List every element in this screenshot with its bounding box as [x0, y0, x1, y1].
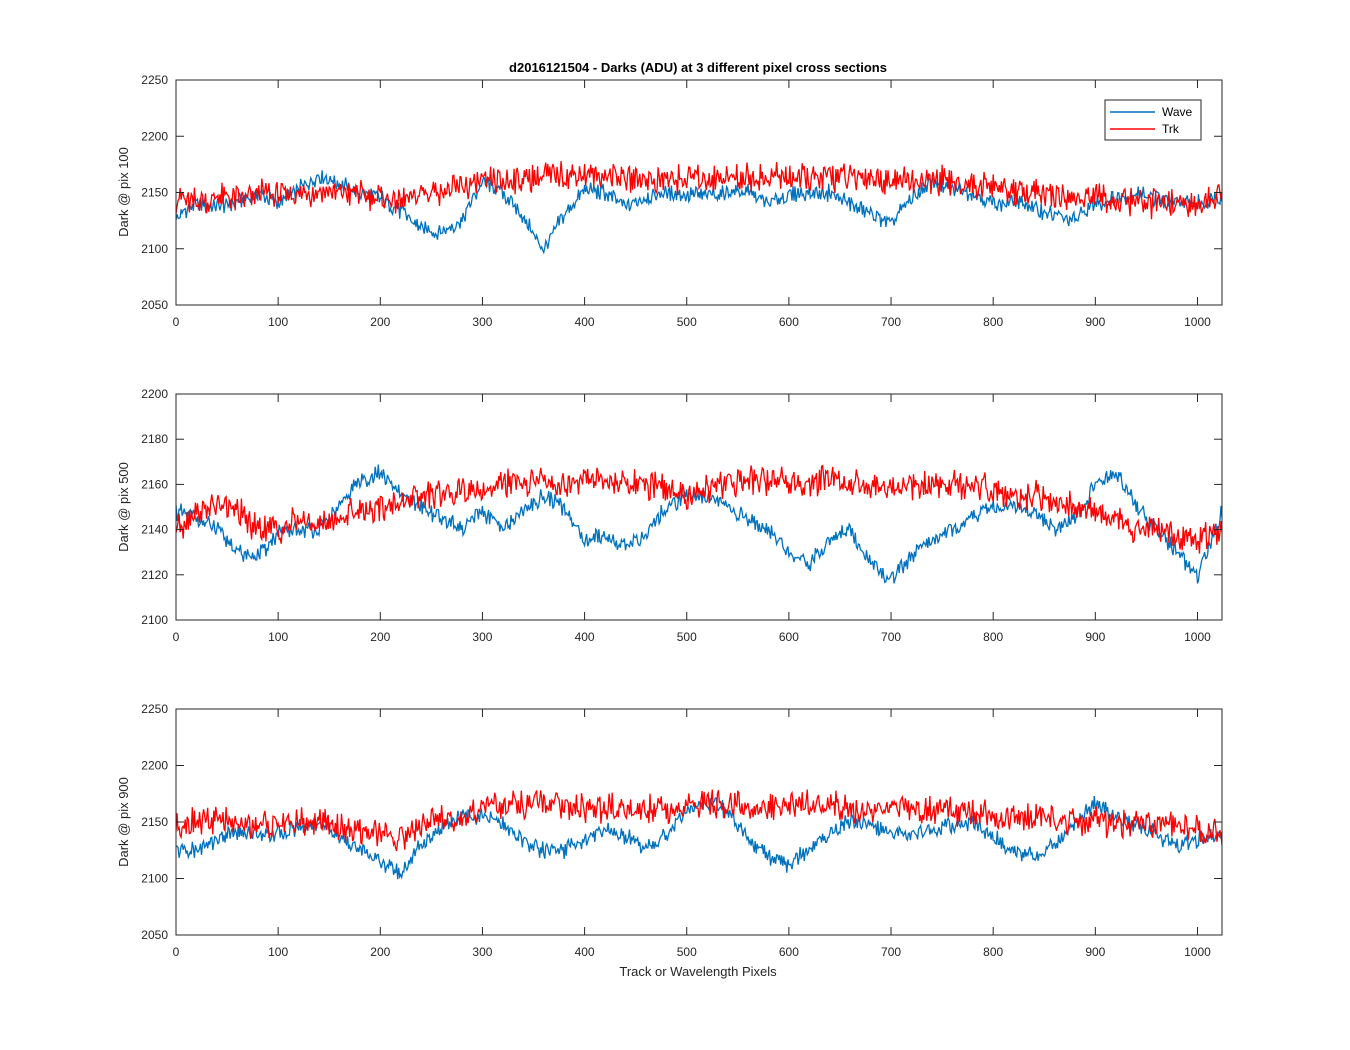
y-tick-label: 2200	[141, 387, 168, 401]
y-tick-label: 2200	[141, 129, 168, 143]
x-tick-label: 800	[983, 315, 1003, 329]
series-line-wave	[176, 464, 1222, 584]
subplot-3: 0 100 200 300 400 500 600 700 800 900 1000 2050 2100…	[116, 702, 1223, 979]
y-tick-label: 2140	[141, 523, 168, 537]
x-tick-label: 200	[370, 945, 390, 959]
ylabel-3: Dark @ pix 900	[116, 777, 131, 867]
y-tick-label: 2180	[141, 432, 168, 446]
x-tick-label: 300	[472, 315, 492, 329]
x-tick-label: 400	[575, 630, 595, 644]
plot-area-2: 0 100 200 300 400 500 600 700 800 900 1000 2100 2120…	[141, 387, 1223, 644]
series-line-trk	[176, 464, 1222, 554]
figure-title: d2016121504 - Darks (ADU) at 3 different…	[509, 60, 887, 75]
x-tick-label: 100	[268, 945, 288, 959]
x-tick-label: 100	[268, 630, 288, 644]
x-tick-label: 0	[173, 630, 180, 644]
xlabel: Track or Wavelength Pixels	[619, 964, 777, 979]
y-tick-label: 2050	[141, 928, 168, 942]
x-tick-label: 500	[677, 315, 697, 329]
x-tick-label: 300	[472, 630, 492, 644]
ylabel-2: Dark @ pix 500	[116, 462, 131, 552]
x-tick-label: 400	[575, 945, 595, 959]
x-tick-label: 400	[575, 315, 595, 329]
x-tick-label: 0	[173, 945, 180, 959]
x-tick-label: 200	[370, 315, 390, 329]
x-tick-label: 1000	[1184, 945, 1211, 959]
series-line-trk	[176, 161, 1222, 220]
x-tick-label: 700	[881, 945, 901, 959]
y-tick-label: 2250	[141, 73, 168, 87]
x-tick-label: 600	[779, 315, 799, 329]
axes-background	[176, 709, 1222, 935]
y-tick-label: 2100	[141, 613, 168, 627]
x-tick-label: 500	[677, 945, 697, 959]
y-tick-label: 2200	[141, 759, 168, 773]
y-tick-label: 2150	[141, 815, 168, 829]
x-tick-label: 700	[881, 315, 901, 329]
x-tick-label: 600	[779, 630, 799, 644]
x-tick-label: 900	[1085, 315, 1105, 329]
legend-label-trk: Trk	[1162, 122, 1180, 136]
subplot-2: 0 100 200 300 400 500 600 700 800 900 1000 2100 2120…	[116, 387, 1223, 644]
x-tick-label: 700	[881, 630, 901, 644]
x-tick-label: 1000	[1184, 315, 1211, 329]
y-tick-label: 2050	[141, 298, 168, 312]
x-tick-label: 200	[370, 630, 390, 644]
legend: Wave Trk	[1104, 99, 1202, 141]
x-tick-label: 900	[1085, 630, 1105, 644]
ylabel-1: Dark @ pix 100	[116, 147, 131, 237]
legend-label-wave: Wave	[1162, 105, 1193, 119]
x-tick-label: 300	[472, 945, 492, 959]
x-tick-label: 600	[779, 945, 799, 959]
y-tick-label: 2250	[141, 702, 168, 716]
series-line-trk	[176, 789, 1222, 852]
x-tick-label: 100	[268, 315, 288, 329]
legend-box	[1104, 99, 1202, 141]
x-tick-label: 0	[173, 315, 180, 329]
y-tick-label: 2120	[141, 568, 168, 582]
series-line-wave	[176, 795, 1222, 880]
x-tick-label: 1000	[1184, 630, 1211, 644]
axes-frame	[175, 393, 1223, 621]
plot-area-1: 0 100 200 300 400 500 600 700 800 900 1000 2050 2100…	[141, 73, 1223, 329]
x-tick-label: 800	[983, 945, 1003, 959]
x-tick-label: 800	[983, 630, 1003, 644]
axes-background	[176, 394, 1222, 620]
y-tick-label: 2100	[141, 872, 168, 886]
y-tick-label: 2150	[141, 186, 168, 200]
y-tick-label: 2100	[141, 242, 168, 256]
y-tick-label: 2160	[141, 477, 168, 491]
x-tick-label: 900	[1085, 945, 1105, 959]
x-tick-label: 500	[677, 630, 697, 644]
subplot-1: 0 100 200 300 400 500 600 700 800 900 1000 2050 2100…	[116, 73, 1223, 329]
plot-area-3: 0 100 200 300 400 500 600 700 800 900 1000 2050 2100…	[141, 702, 1223, 959]
